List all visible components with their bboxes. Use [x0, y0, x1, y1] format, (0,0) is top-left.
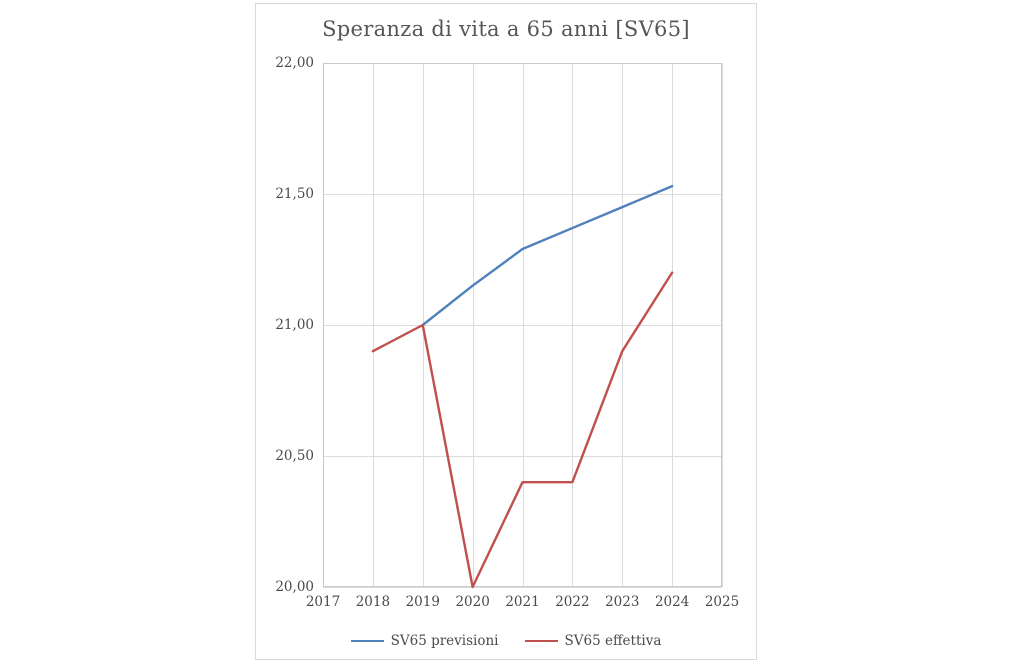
plot-border: [323, 63, 722, 587]
chart-container: Speranza di vita a 65 anni [SV65] 20,00 2…: [255, 3, 757, 660]
x-tick-label: 2023: [605, 594, 640, 610]
legend-item: SV65 previsioni: [350, 633, 499, 649]
x-tick-label: 2021: [505, 594, 540, 610]
x-tick-label: 2017: [305, 594, 341, 610]
x-tick-label: 2024: [654, 594, 690, 610]
y-tick-label: 20,50: [275, 448, 314, 464]
legend-label: SV65 previsioni: [390, 633, 499, 649]
y-tick-label: 22,00: [275, 55, 314, 71]
series-line-sv65-previsioni: [421, 184, 674, 327]
plot-area: [323, 63, 723, 589]
x-tick-label: 2020: [455, 594, 490, 610]
legend-label: SV65 effettiva: [564, 633, 662, 649]
legend-item: SV65 effettiva: [524, 633, 662, 649]
chart-title: Speranza di vita a 65 anni [SV65]: [322, 17, 690, 41]
x-tick-label: 2025: [704, 594, 740, 610]
y-tick-label: 21,00: [275, 317, 314, 333]
legend-line-sample: [524, 639, 558, 643]
y-tick-label: 20,00: [275, 579, 314, 595]
y-tick-label: 21,50: [275, 186, 314, 202]
x-tick-label: 2018: [355, 594, 391, 610]
series-line-sv65-effettiva: [371, 271, 674, 589]
legend: SV65 previsioni SV65 effettiva: [256, 633, 756, 649]
legend-line-sample: [350, 639, 384, 643]
x-tick-label: 2019: [405, 594, 440, 610]
x-tick-label: 2022: [555, 594, 590, 610]
